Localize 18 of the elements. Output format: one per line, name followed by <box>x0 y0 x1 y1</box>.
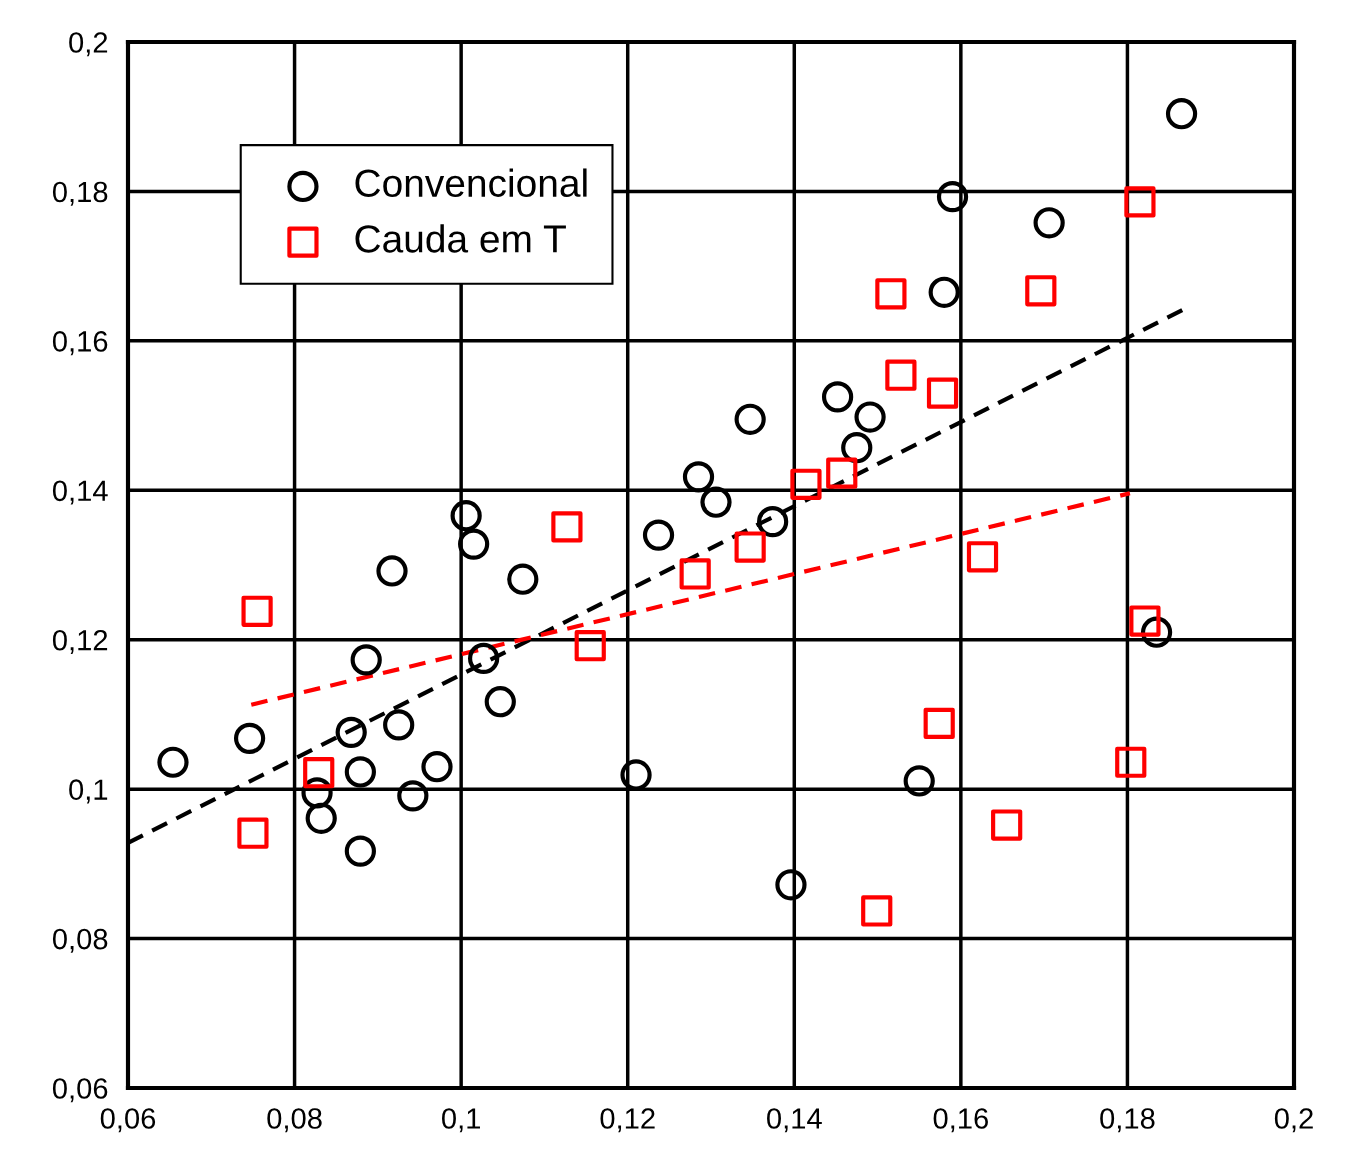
y-tick-label: 0,1 <box>69 779 108 804</box>
x-tick-label: 0,06 <box>100 1108 156 1133</box>
legend-label: Convencional <box>355 168 587 198</box>
y-tick-label: 0,2 <box>69 32 108 57</box>
y-tick-label: 0,18 <box>52 181 108 206</box>
x-tick-label: 0,2 <box>1274 1108 1313 1133</box>
x-tick-label: 0,12 <box>600 1108 655 1133</box>
legend-label: Cauda em T <box>355 224 566 253</box>
y-tick-label: 0,16 <box>52 331 108 356</box>
x-tick-label: 0,1 <box>442 1108 480 1133</box>
x-tick-label: 0,16 <box>933 1108 988 1133</box>
y-tick-label: 0,08 <box>52 928 108 953</box>
y-tick-label: 0,06 <box>52 1078 108 1103</box>
x-tick-label: 0,18 <box>1100 1108 1155 1133</box>
y-tick-label: 0,12 <box>52 629 108 655</box>
x-tick-label: 0,08 <box>267 1108 322 1133</box>
y-tick-label: 0,14 <box>52 480 108 505</box>
x-tick-label: 0,14 <box>767 1108 822 1133</box>
